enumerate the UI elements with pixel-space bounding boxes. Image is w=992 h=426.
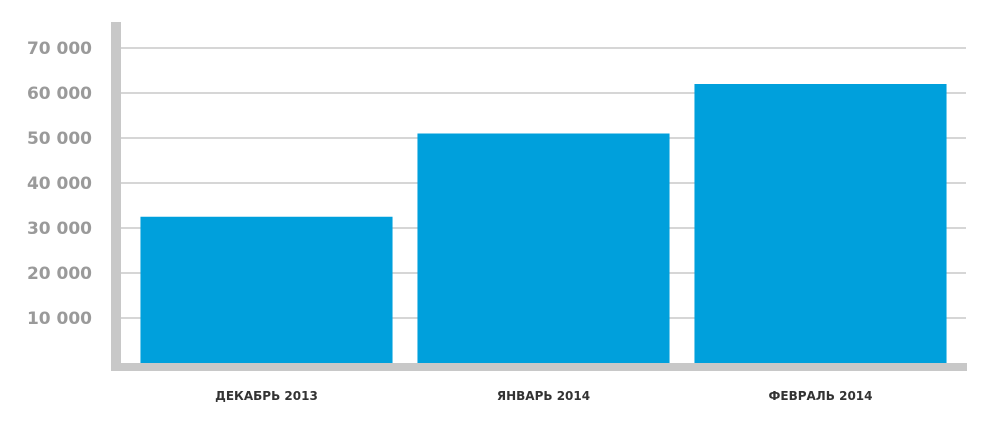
x-axis-line bbox=[111, 363, 967, 371]
y-tick-label: 50 000 bbox=[27, 129, 92, 149]
bar bbox=[417, 133, 670, 363]
y-tick-label: 20 000 bbox=[27, 264, 92, 284]
y-tick-label: 30 000 bbox=[27, 219, 92, 239]
x-category-label: ЯНВАРЬ 2014 bbox=[497, 389, 590, 403]
x-category-label: ДЕКАБРЬ 2013 bbox=[215, 389, 318, 403]
y-tick-label: 10 000 bbox=[27, 309, 92, 329]
bars bbox=[140, 84, 947, 363]
y-tick-label: 60 000 bbox=[27, 84, 92, 104]
y-axis-tick-labels: 10 000 20 000 30 000 40 000 50 000 60 000 70 0… bbox=[27, 39, 92, 329]
axes bbox=[111, 22, 967, 371]
y-tick-label: 40 000 bbox=[27, 174, 92, 194]
bar bbox=[140, 216, 393, 363]
y-axis-line bbox=[111, 22, 121, 371]
y-tick-label: 70 000 bbox=[27, 39, 92, 59]
x-category-label: ФЕВРАЛЬ 2014 bbox=[768, 389, 872, 403]
x-axis-category-labels: ДЕКАБРЬ 2013 ЯНВАРЬ 2014 ФЕВРАЛЬ 2014 bbox=[215, 389, 872, 403]
bar bbox=[694, 84, 947, 363]
